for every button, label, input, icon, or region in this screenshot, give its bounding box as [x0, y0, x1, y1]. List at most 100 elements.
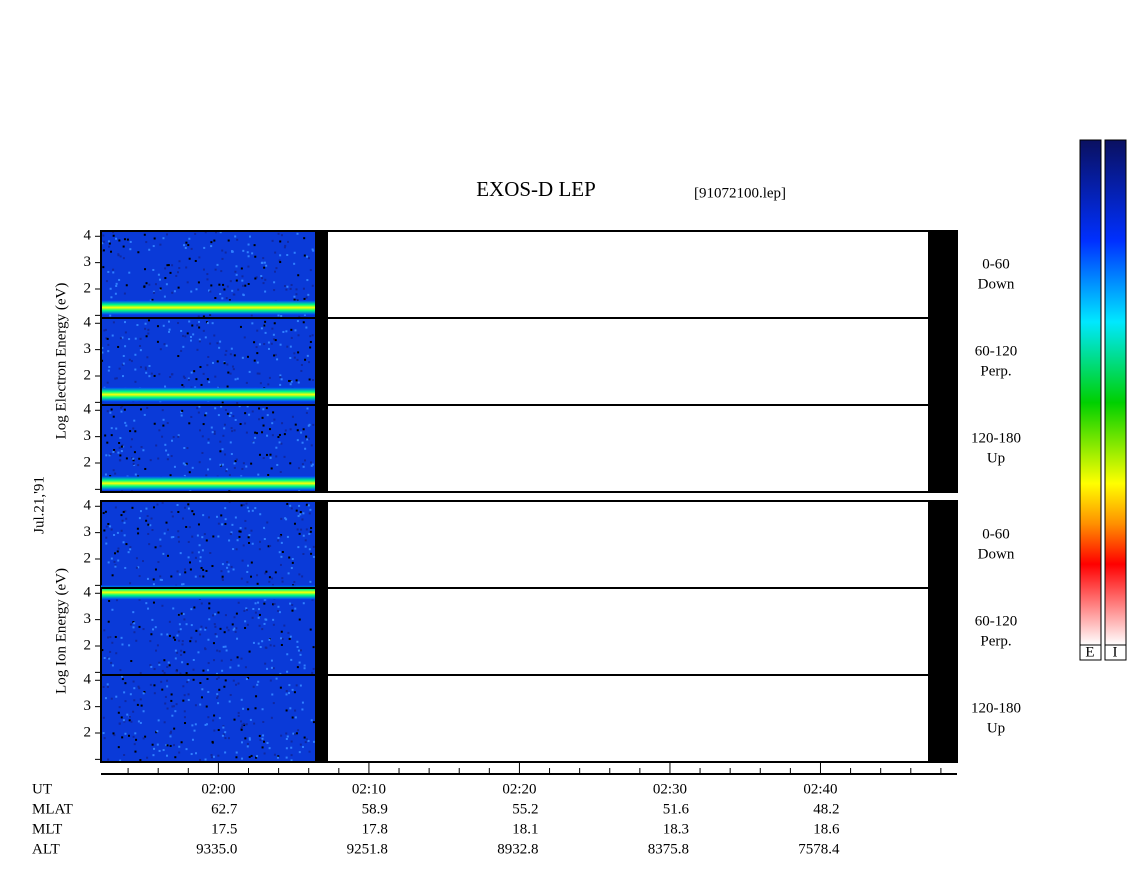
speckle — [106, 337, 109, 340]
ephemeris-label: UT — [32, 781, 52, 797]
speckle — [193, 606, 196, 609]
speckle — [186, 281, 189, 284]
speckle — [101, 351, 104, 354]
speckle — [102, 732, 105, 735]
speckle — [159, 287, 162, 290]
speckle — [110, 434, 113, 437]
speckle — [156, 730, 159, 733]
speckle — [224, 731, 227, 734]
speckle — [188, 320, 191, 323]
speckle — [206, 322, 209, 325]
speckle — [271, 693, 274, 696]
speckle — [308, 548, 311, 551]
speckle — [220, 270, 223, 273]
speckle — [104, 697, 107, 700]
speckle — [240, 267, 243, 270]
speckle — [144, 268, 147, 271]
speckle — [109, 650, 112, 653]
speckle — [219, 340, 222, 343]
speckle — [132, 427, 135, 430]
speckle — [103, 657, 106, 660]
speckle — [162, 552, 165, 555]
speckle — [162, 418, 165, 421]
speckle — [227, 563, 230, 566]
speckle — [163, 671, 166, 674]
speckle — [247, 510, 250, 513]
speckle — [204, 414, 207, 417]
speckle — [158, 429, 161, 432]
speckle — [212, 755, 215, 758]
speckle — [199, 560, 202, 563]
speckle — [182, 685, 185, 688]
speckle — [302, 321, 305, 324]
speckle — [187, 698, 190, 701]
speckle — [229, 533, 232, 536]
speckle — [234, 270, 237, 273]
speckle — [273, 644, 276, 647]
speckle — [177, 536, 180, 539]
speckle — [114, 635, 117, 638]
speckle — [250, 314, 253, 317]
speckle — [134, 368, 137, 371]
speckle — [163, 343, 166, 346]
speckle — [291, 415, 294, 418]
speckle — [194, 259, 197, 262]
ephemeris-value: 18.6 — [813, 821, 840, 837]
speckle — [172, 705, 175, 708]
speckle — [132, 463, 135, 466]
ephemeris-value: 9251.8 — [347, 841, 388, 857]
speckle — [300, 369, 303, 372]
speckle — [279, 261, 282, 264]
speckle — [104, 473, 107, 476]
speckle — [260, 327, 263, 330]
speckle — [299, 684, 302, 687]
speckle — [222, 726, 225, 729]
speckle — [257, 680, 260, 683]
speckle — [226, 412, 229, 415]
speckle — [278, 611, 281, 614]
speckle — [304, 447, 307, 450]
speckle — [115, 285, 118, 288]
speckle — [243, 336, 246, 339]
speckle — [121, 675, 124, 678]
speckle — [132, 735, 135, 738]
data-gap — [315, 501, 328, 588]
speckle — [212, 719, 215, 722]
speckle — [270, 666, 273, 669]
speckle — [224, 645, 227, 648]
speckle — [208, 289, 211, 292]
speckle — [273, 753, 276, 756]
speckle — [245, 723, 248, 726]
speckle — [133, 419, 136, 422]
speckle — [289, 602, 292, 605]
speckle — [197, 315, 200, 318]
speckle — [263, 598, 266, 601]
speckle — [286, 345, 289, 348]
speckle — [213, 334, 216, 337]
speckle — [258, 343, 261, 346]
speckle — [242, 462, 245, 465]
speckle — [273, 289, 276, 292]
speckle — [222, 725, 225, 728]
speckle — [193, 370, 196, 373]
speckle — [194, 640, 197, 643]
speckle — [289, 707, 292, 710]
speckle — [196, 407, 199, 410]
speckle — [234, 418, 237, 421]
speckle — [280, 533, 283, 536]
speckle — [188, 237, 191, 240]
speckle — [271, 577, 274, 580]
speckle — [143, 413, 146, 416]
speckle — [138, 598, 141, 601]
speckle — [240, 577, 243, 580]
speckle — [166, 679, 169, 682]
spectrogram — [101, 501, 315, 588]
speckle — [290, 380, 293, 383]
speckle — [286, 285, 289, 288]
speckle — [142, 692, 145, 695]
speckle — [247, 541, 250, 544]
speckle — [187, 540, 190, 543]
speckle — [174, 649, 177, 652]
speckle — [293, 691, 296, 694]
speckle — [280, 555, 283, 558]
